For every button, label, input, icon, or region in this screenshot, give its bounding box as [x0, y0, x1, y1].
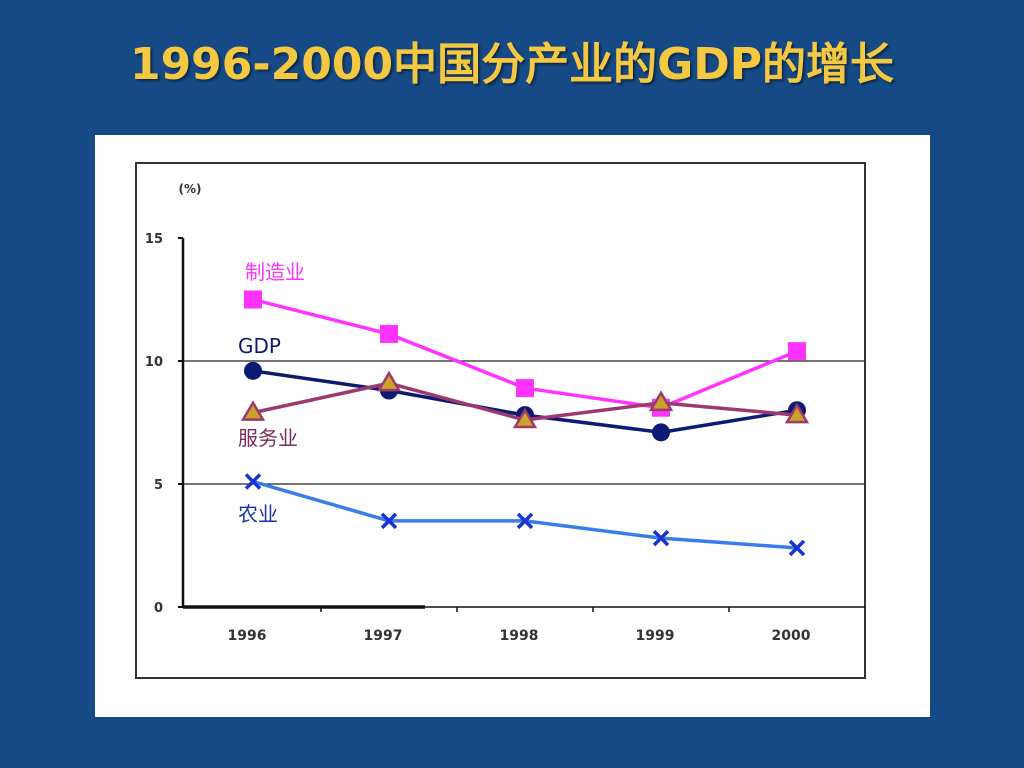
- data-point-stroke: [516, 512, 534, 530]
- line-chart: 0 5 10 15 (%) 1996 1997 1998 1999 2000 制造业 GDP 服务业农…: [145, 182, 865, 644]
- data-point: [784, 402, 810, 424]
- series-gdp: [244, 361, 806, 442]
- data-point: [244, 290, 262, 309]
- chart-card: 0 5 10 15 (%) 1996 1997 1998 1999 2000 制造业 GDP 服务业农…: [95, 135, 930, 717]
- series-label: GDP: [238, 334, 281, 358]
- data-point-stroke: [380, 512, 398, 530]
- x-tick-label: 1998: [500, 628, 539, 644]
- series-line: [252, 479, 798, 550]
- data-point: [788, 342, 806, 361]
- y-tick-label: 5: [154, 478, 163, 493]
- data-point-stroke: [652, 529, 670, 547]
- data-point: [512, 407, 538, 429]
- x-tick-label: 2000: [772, 628, 811, 644]
- grid-layer: [183, 360, 865, 485]
- y-tick-label: 0: [154, 601, 163, 616]
- y-tick-label: 10: [145, 355, 163, 370]
- y-tick-label: 15: [145, 232, 163, 247]
- series-制造业: [244, 290, 806, 417]
- axis-layer: 0 5 10 15 (%) 1996 1997 1998 1999 2000: [145, 182, 865, 644]
- data-point: [244, 361, 262, 380]
- series-label: 农业: [238, 502, 278, 526]
- data-point: [516, 379, 534, 398]
- x-tick-label: 1999: [636, 628, 675, 644]
- data-point: [380, 512, 398, 530]
- data-point: [516, 512, 534, 530]
- series-label: 服务业: [238, 426, 298, 450]
- data-point: [648, 390, 674, 412]
- series-label: 制造业: [245, 260, 305, 284]
- data-point: [652, 423, 670, 442]
- data-point: [244, 473, 262, 490]
- series-服务业: [240, 370, 810, 429]
- data-point: [788, 539, 806, 557]
- x-tick-label: 1997: [364, 628, 403, 644]
- slide-title: 1996-2000中国分产业的GDP的增长: [129, 39, 895, 90]
- data-point-stroke: [244, 473, 262, 490]
- y-unit-label: (%): [179, 182, 202, 196]
- data-point: [240, 400, 266, 421]
- series-layer: [240, 290, 810, 557]
- data-point: [376, 370, 402, 392]
- data-point: [652, 529, 670, 547]
- chart-frame: [135, 162, 866, 679]
- data-point: [380, 324, 398, 343]
- data-point-stroke: [788, 539, 806, 557]
- x-tick-label: 1996: [228, 628, 267, 644]
- series-农业: [244, 473, 806, 557]
